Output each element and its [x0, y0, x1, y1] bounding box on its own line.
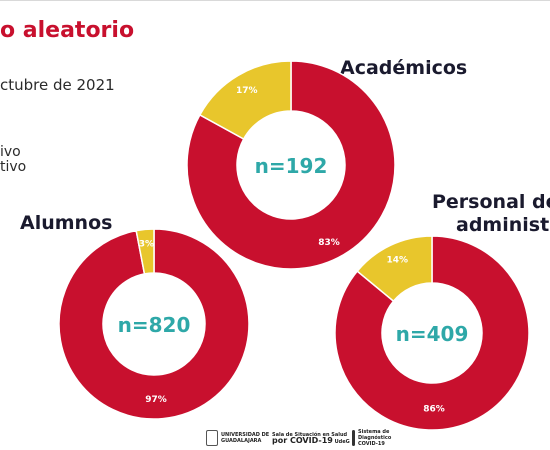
- slide-title: o aleatorio: [0, 18, 135, 43]
- n-label-personal: n=409: [396, 322, 469, 346]
- sala-logo-suffix: UdeG: [334, 438, 350, 445]
- sala-logo-line2: por COVID-19: [272, 435, 333, 445]
- donut-slice-academicos-positive: [198, 60, 292, 141]
- donut-slice-alumnos-negative: [58, 228, 250, 420]
- sala-logo-line1: Sala de Situación en Salud: [272, 431, 348, 438]
- udg-logo-line2: GUADALAJARA: [221, 438, 262, 444]
- sistema-bar-icon: [352, 430, 355, 446]
- slide-subtitle: ctubre de 2021: [0, 76, 115, 94]
- chart-label-personal-line2: administr: [456, 214, 550, 236]
- top-divider: [0, 0, 550, 1]
- udg-crest-icon: [206, 430, 218, 446]
- slice-label-alumnos-negative: 97%: [145, 395, 167, 405]
- legend-fragment-negative: tivo: [0, 159, 27, 175]
- donut-slice-personal-positive: [356, 235, 433, 303]
- chart-label-personal-line1: Personal de: [432, 191, 550, 213]
- sistema-logo-line3: COVID-19: [358, 441, 385, 447]
- slice-label-academicos-negative: 83%: [318, 238, 340, 248]
- chart-label-alumnos: Alumnos: [20, 212, 113, 234]
- slice-label-academicos-positive: 17%: [236, 86, 258, 96]
- n-label-academicos: n=192: [255, 154, 328, 178]
- slice-label-personal-positive: 14%: [387, 255, 409, 265]
- slice-label-alumnos-positive: 3%: [139, 239, 154, 249]
- udg-logo-line1: UNIVERSIDAD DE: [221, 432, 270, 438]
- sistema-logo-line2: Diagnóstico: [358, 435, 392, 441]
- slice-label-personal-negative: 86%: [423, 405, 445, 415]
- udg-logo: UNIVERSIDAD DE GUADALAJARA: [206, 426, 269, 450]
- donut-slice-academicos-negative: [186, 60, 396, 270]
- sistema-diagnostico-logo: Sistema de Diagnóstico COVID-19: [352, 426, 391, 450]
- sala-situacion-logo: Sala de Situación en Salud por COVID-19 …: [272, 426, 350, 450]
- n-label-alumnos: n=820: [118, 313, 191, 337]
- sistema-logo-line1: Sistema de: [358, 429, 390, 435]
- donut-slice-personal-negative: [334, 235, 530, 431]
- donut-slice-alumnos-positive: [135, 228, 155, 275]
- chart-label-academicos: Académicos: [340, 57, 468, 79]
- legend-fragment-positive: ivo: [0, 144, 21, 160]
